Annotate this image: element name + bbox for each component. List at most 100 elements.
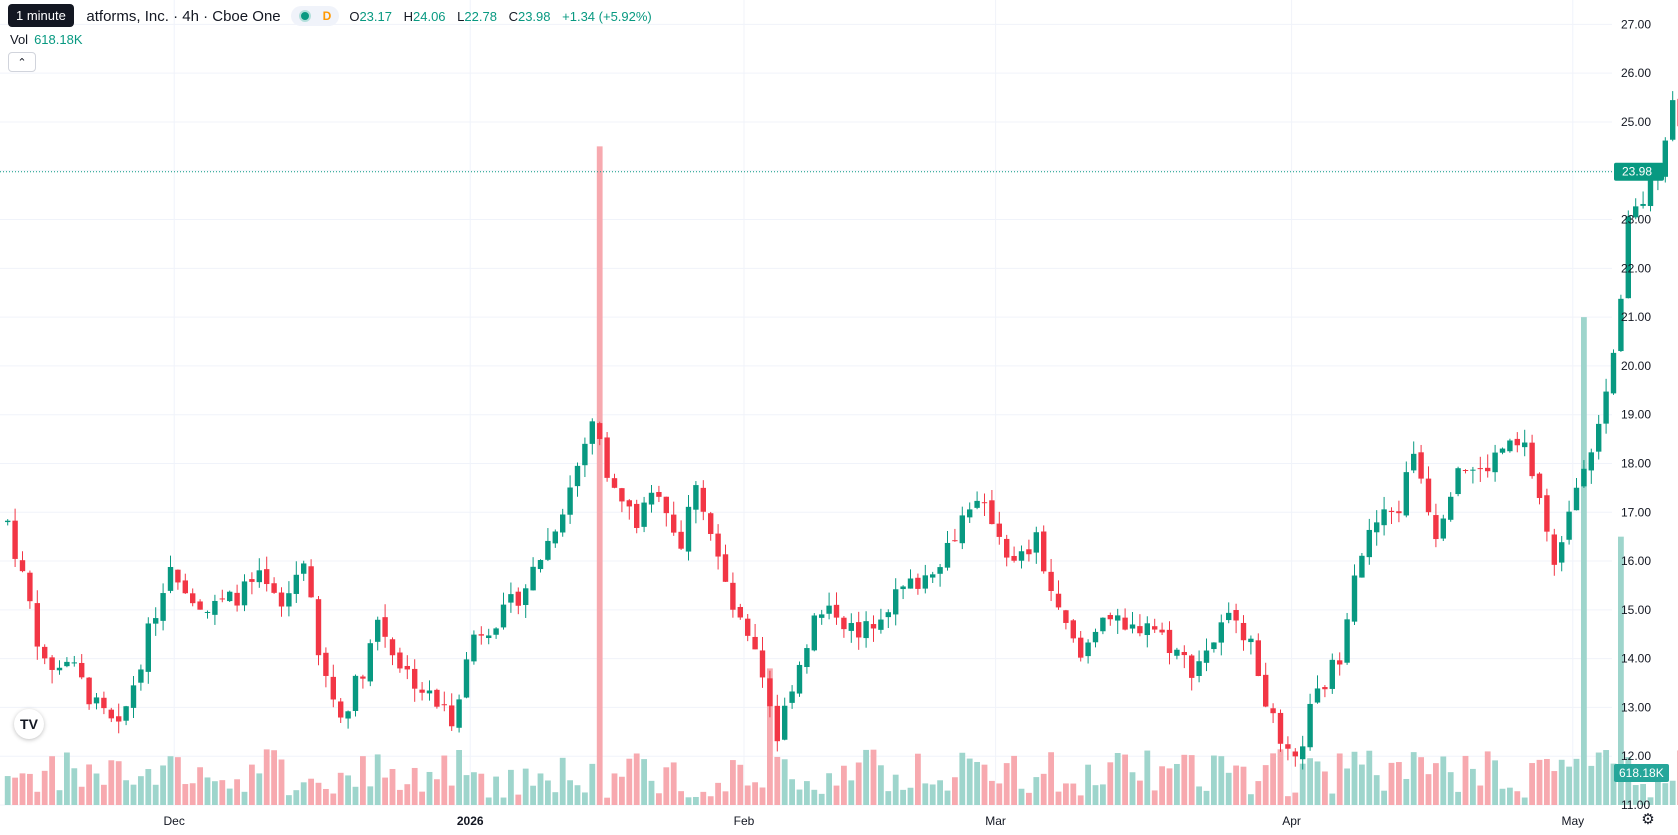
candle-body — [212, 600, 218, 615]
volume-bar — [1551, 771, 1558, 805]
low-label: L — [457, 8, 465, 24]
data-badge: D — [322, 9, 332, 23]
candle-body — [500, 604, 507, 628]
candle-body — [315, 599, 322, 656]
candle — [552, 529, 558, 548]
candle-body — [1425, 478, 1432, 513]
candle-body — [582, 443, 588, 466]
candle — [256, 558, 262, 588]
volume-bar — [1114, 753, 1121, 805]
candle-body — [27, 572, 33, 602]
candle-body — [123, 706, 129, 721]
candle — [397, 647, 403, 673]
candle — [249, 572, 255, 595]
volume-bar — [670, 762, 677, 805]
candle — [1300, 735, 1306, 770]
candle — [863, 611, 869, 648]
volume-bar — [1388, 762, 1395, 805]
candle-body — [1248, 638, 1254, 643]
candle — [360, 674, 366, 689]
candle — [375, 616, 381, 651]
candle — [789, 685, 795, 709]
candle — [819, 609, 825, 625]
candle — [116, 703, 122, 734]
candle — [1240, 615, 1247, 651]
candle-body — [1115, 615, 1121, 621]
candle — [219, 589, 225, 603]
candle-body — [685, 506, 692, 552]
candle — [574, 462, 581, 497]
candle — [1492, 444, 1498, 482]
candle-body — [782, 705, 788, 740]
candle — [293, 561, 299, 603]
volume-bar — [308, 778, 314, 805]
candle-body — [915, 577, 921, 589]
volume-bar — [345, 775, 351, 805]
status-pill[interactable]: D — [290, 6, 340, 26]
high-value: 24.06 — [413, 8, 446, 24]
settings-icon[interactable]: ⚙ — [1641, 811, 1655, 828]
volume-bar — [700, 791, 707, 805]
candle — [160, 583, 166, 631]
candle — [826, 592, 832, 620]
candle-body — [1485, 467, 1491, 472]
candle-body — [693, 485, 699, 510]
candle-body — [1344, 619, 1350, 663]
candle-body — [848, 623, 854, 631]
candle-body — [71, 662, 77, 664]
last-price-label: 23.98 — [1622, 165, 1652, 179]
candle — [412, 659, 418, 702]
candle — [530, 557, 536, 591]
volume-bar — [374, 754, 381, 805]
candle-body — [656, 492, 662, 497]
candle-body — [523, 588, 529, 606]
candle-body — [1026, 549, 1032, 555]
candle — [278, 587, 285, 617]
candle-body — [759, 650, 766, 678]
candle-body — [1351, 575, 1358, 622]
symbol-title[interactable]: atforms, Inc. · 4h · Cboe One — [86, 7, 281, 25]
candle — [167, 555, 174, 594]
volume-bar — [1595, 752, 1602, 805]
candle-body — [1596, 423, 1602, 452]
candle — [1411, 441, 1417, 474]
volume-bar — [582, 792, 588, 805]
last-price-badge — [1614, 162, 1664, 181]
volume-bar — [337, 772, 344, 805]
collapse-legend-button[interactable]: ⌃ — [8, 52, 36, 72]
candle — [752, 623, 758, 650]
candle — [804, 644, 810, 674]
candle — [1366, 518, 1372, 565]
candle-body — [1374, 522, 1380, 533]
candle-body — [1174, 649, 1180, 656]
volume-label: Vol — [10, 32, 29, 47]
candle — [1041, 525, 1047, 574]
candle — [708, 511, 714, 541]
candle-body — [293, 574, 299, 594]
tradingview-logo-icon[interactable]: TV — [14, 709, 44, 739]
volume-bar — [1255, 781, 1262, 805]
volume-bar — [633, 753, 640, 805]
volume-bar — [1418, 757, 1424, 805]
volume-bar — [1344, 768, 1350, 805]
candle — [389, 637, 396, 666]
candle — [1536, 472, 1543, 505]
candle — [204, 610, 211, 619]
candle — [323, 647, 329, 688]
volume-bar — [1188, 755, 1195, 805]
volume-bar — [1196, 786, 1202, 805]
candle — [959, 506, 965, 550]
candle — [1011, 546, 1017, 563]
volume-bar — [870, 749, 877, 805]
volume-bar — [249, 764, 255, 805]
volume-bar — [1521, 797, 1528, 805]
candle — [678, 520, 684, 550]
candle-body — [715, 533, 721, 557]
candle-body — [204, 611, 211, 613]
volume-bar — [167, 756, 174, 805]
candle — [1374, 510, 1380, 546]
candle-body — [360, 676, 366, 679]
volume-bar — [1440, 756, 1447, 805]
candle-body — [833, 604, 840, 618]
